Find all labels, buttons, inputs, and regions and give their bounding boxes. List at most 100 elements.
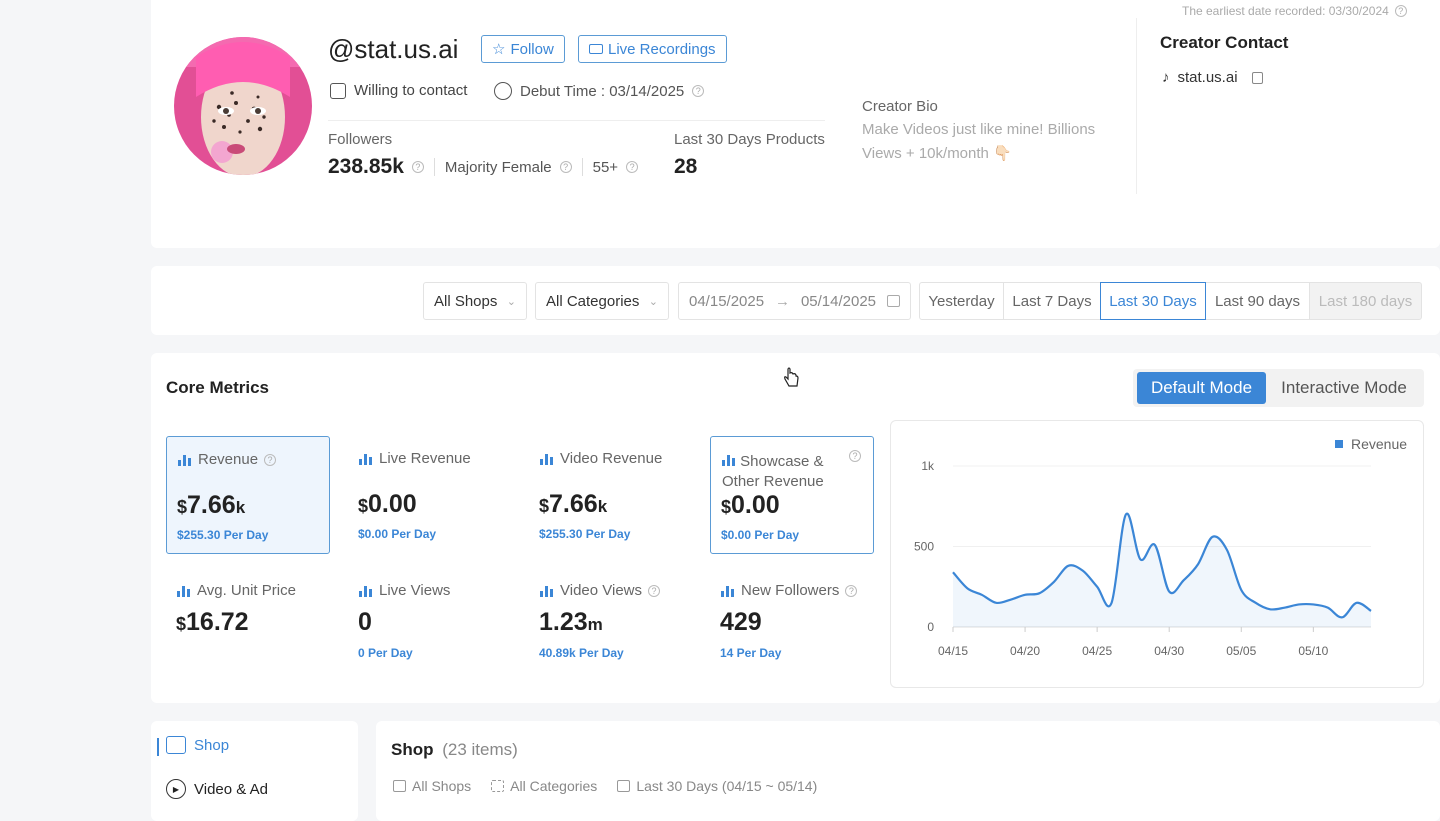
nav-shop-label: Shop (194, 737, 229, 754)
metric-label-text: Video Revenue (560, 449, 662, 469)
help-icon[interactable]: ? (412, 161, 424, 173)
live-recordings-button[interactable]: Live Recordings (578, 35, 727, 63)
follow-button[interactable]: ☆ Follow (481, 35, 565, 63)
x-tick-label: 04/30 (1154, 644, 1184, 658)
clock-icon (494, 82, 512, 100)
range-7-days[interactable]: Last 7 Days (1003, 282, 1101, 320)
help-icon[interactable]: ? (648, 585, 660, 597)
products-value: 28 (674, 155, 697, 179)
metric-per-day: $255.30 Per Day (177, 528, 268, 542)
debut-time: Debut Time : 03/14/2025 ? (494, 82, 704, 100)
metric-video-views[interactable]: Video Views ? 1.23m 40.89k Per Day (529, 572, 693, 672)
metric-video-revenue[interactable]: Video Revenue $7.66k $255.30 Per Day (529, 436, 693, 554)
willing-contact: Willing to contact (330, 82, 467, 99)
bar-chart-icon (721, 585, 735, 597)
x-tick-label: 04/20 (1010, 644, 1040, 658)
metric-label: Showcase & Other Revenue (722, 450, 824, 492)
bar-chart-icon (722, 454, 736, 466)
metric-live-revenue[interactable]: Live Revenue $0.00 $0.00 Per Day (348, 436, 512, 554)
shop-title: Shop (23 items) (391, 740, 518, 760)
categories-select[interactable]: All Categories ⌄ (535, 282, 669, 320)
metric-label-text-2: Other Revenue (722, 473, 824, 490)
bar-chart-icon (177, 585, 191, 597)
metric-per-day: $0.00 Per Day (721, 528, 799, 542)
followers-value: 238.85k (328, 155, 404, 179)
y-tick-label: 1k (921, 459, 935, 473)
nav-video-label: Video & Ad (194, 781, 268, 798)
metric-label-text: Live Revenue (379, 449, 471, 469)
default-mode-button[interactable]: Default Mode (1137, 372, 1266, 404)
date-range-picker[interactable]: 04/15/2025 → 05/14/2025 (678, 282, 911, 320)
range-180-days[interactable]: Last 180 days (1309, 282, 1422, 320)
store-icon (393, 780, 406, 792)
age-group: 55+ (593, 159, 618, 176)
earliest-date: The earliest date recorded: 03/30/2024 ? (1182, 4, 1407, 18)
contact-title: Creator Contact (1160, 33, 1288, 53)
followers-label: Followers (328, 131, 392, 148)
metric-new-followers[interactable]: New Followers ? 429 14 Per Day (710, 572, 874, 672)
metric-value: $7.66k (177, 491, 245, 520)
help-icon[interactable]: ? (849, 450, 861, 462)
bar-chart-icon (540, 453, 554, 465)
range-yesterday[interactable]: Yesterday (919, 282, 1004, 320)
nav-active-indicator (157, 738, 159, 756)
range-90-days[interactable]: Last 90 days (1205, 282, 1310, 320)
metric-value: 429 (720, 608, 762, 637)
metric-label: Live Revenue (359, 449, 471, 469)
x-tick-label: 05/10 (1298, 644, 1328, 658)
play-circle-icon: ▶ (166, 779, 186, 799)
divider (434, 158, 435, 176)
earliest-date-text: The earliest date recorded: 03/30/2024 (1182, 4, 1389, 18)
metric-label: Video Views ? (540, 581, 660, 601)
contact-card-icon (330, 83, 346, 99)
filter-all-shops[interactable]: All Shops (393, 778, 471, 794)
metric-label: Live Views (359, 581, 450, 601)
help-icon[interactable]: ? (692, 85, 704, 97)
nav-item-video[interactable]: ▶ Video & Ad (166, 779, 268, 799)
help-icon[interactable]: ? (626, 161, 638, 173)
shops-select[interactable]: All Shops ⌄ (423, 282, 527, 320)
metric-avg-unit-price[interactable]: Avg. Unit Price $16.72 (166, 572, 330, 672)
legend-swatch (1335, 440, 1343, 448)
metric-showcase-revenue[interactable]: Showcase & Other Revenue ? $0.00 $0.00 P… (710, 436, 874, 554)
shop-icon (166, 736, 186, 754)
filter-all-categories[interactable]: All Categories (491, 778, 597, 794)
products-label: Last 30 Days Products (674, 131, 825, 148)
hand-cursor-icon (783, 367, 801, 394)
help-icon[interactable]: ? (1395, 5, 1407, 17)
calendar-icon (617, 780, 630, 792)
help-icon[interactable]: ? (845, 585, 857, 597)
metric-per-day: 14 Per Day (720, 646, 781, 660)
help-icon[interactable]: ? (264, 454, 276, 466)
chart-legend[interactable]: Revenue (1335, 436, 1407, 452)
metric-label-text: Avg. Unit Price (197, 581, 296, 601)
help-icon[interactable]: ? (560, 161, 572, 173)
y-tick-label: 500 (914, 540, 934, 554)
tiktok-handle: stat.us.ai (1178, 69, 1238, 86)
bar-chart-icon (359, 585, 373, 597)
shop-count: (23 items) (442, 740, 518, 759)
metric-live-views[interactable]: Live Views 0 0 Per Day (348, 572, 512, 672)
interactive-mode-button[interactable]: Interactive Mode (1268, 372, 1420, 404)
majority-gender: Majority Female (445, 159, 552, 176)
debut-time-text: Debut Time : 03/14/2025 (520, 83, 684, 100)
metric-label: Avg. Unit Price (177, 581, 296, 601)
core-metrics-title: Core Metrics (166, 378, 269, 398)
metric-label-text: New Followers (741, 581, 839, 601)
filter-date-range-label: Last 30 Days (04/15 ~ 05/14) (636, 778, 817, 794)
date-end: 05/14/2025 (801, 293, 876, 310)
divider (582, 158, 583, 176)
metric-per-day: $0.00 Per Day (358, 527, 436, 541)
copy-icon[interactable] (1252, 72, 1263, 84)
nav-item-shop[interactable]: Shop (166, 736, 229, 754)
avatar (174, 37, 312, 175)
shops-select-value: All Shops (434, 293, 497, 310)
arrow-right-icon: → (775, 293, 790, 310)
x-tick-label: 04/25 (1082, 644, 1112, 658)
metric-label-text: Showcase & (740, 453, 823, 470)
metric-revenue[interactable]: Revenue ? $7.66k $255.30 Per Day (166, 436, 330, 554)
bar-chart-icon (359, 453, 373, 465)
range-30-days[interactable]: Last 30 Days (1100, 282, 1206, 320)
filter-date-range[interactable]: Last 30 Days (04/15 ~ 05/14) (617, 778, 817, 794)
